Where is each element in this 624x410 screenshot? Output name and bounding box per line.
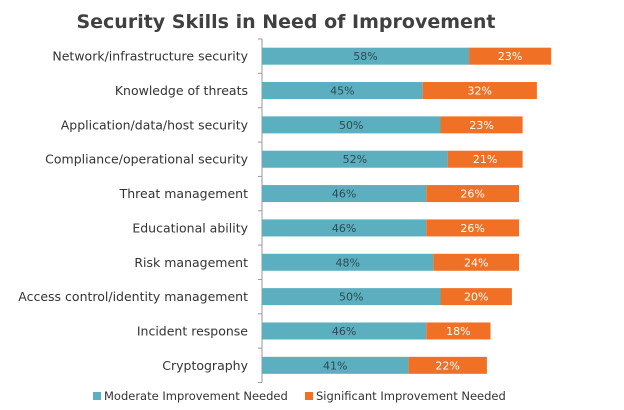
- bar-significant: [408, 356, 487, 374]
- legend-swatch: [93, 392, 101, 400]
- bar-moderate: [262, 150, 448, 168]
- category-label: Compliance/operational security: [45, 152, 248, 167]
- data-label: 46%: [332, 222, 356, 235]
- data-label: 23%: [469, 119, 493, 132]
- bar-moderate: [262, 47, 470, 65]
- category-label: Knowledge of threats: [115, 83, 248, 98]
- data-label: 48%: [335, 256, 359, 269]
- data-label: 26%: [460, 188, 484, 201]
- bar-significant: [447, 150, 523, 168]
- data-label: 32%: [468, 85, 492, 98]
- category-label: Educational ability: [132, 220, 248, 235]
- category-label: Incident response: [137, 323, 248, 338]
- bar-moderate: [262, 288, 441, 306]
- bar-moderate: [262, 253, 434, 271]
- bar-moderate: [262, 219, 427, 237]
- bar-significant: [422, 82, 537, 100]
- bar-significant: [440, 288, 512, 306]
- plot-area: Network/infrastructure security 58% 23% Kno…: [18, 38, 552, 383]
- data-label: 41%: [323, 359, 347, 372]
- bar-moderate: [262, 82, 423, 100]
- legend-label: Moderate Improvement Needed: [104, 389, 288, 403]
- bar-significant: [440, 116, 523, 134]
- bar-significant: [426, 322, 491, 340]
- data-label: 26%: [460, 222, 484, 235]
- chart-title: Security Skills in Need of Improvement: [76, 11, 495, 33]
- category-label: Application/data/host security: [61, 117, 249, 132]
- category-label: Risk management: [134, 255, 248, 270]
- bar-moderate: [262, 322, 427, 340]
- data-label: 22%: [435, 359, 459, 372]
- legend-swatch: [305, 392, 313, 400]
- legend: Moderate Improvement Needed Significant I…: [93, 389, 506, 403]
- data-label: 58%: [353, 50, 377, 63]
- bar-moderate: [262, 356, 409, 374]
- data-label: 52%: [343, 153, 367, 166]
- data-label: 46%: [332, 188, 356, 201]
- bar-significant: [469, 47, 552, 65]
- bar-significant: [426, 219, 520, 237]
- category-label: Threat management: [119, 186, 248, 201]
- bar-significant: [433, 253, 520, 271]
- data-label: 50%: [339, 119, 363, 132]
- category-label: Network/infrastructure security: [52, 49, 248, 64]
- data-label: 21%: [473, 153, 497, 166]
- data-label: 23%: [498, 50, 522, 63]
- bar-moderate: [262, 116, 441, 134]
- data-label: 46%: [332, 325, 356, 338]
- data-label: 45%: [330, 85, 354, 98]
- category-label: Access control/identity management: [18, 289, 248, 304]
- data-label: 18%: [446, 325, 470, 338]
- bar-significant: [426, 185, 520, 203]
- data-label: 24%: [464, 256, 488, 269]
- data-label: 50%: [339, 291, 363, 304]
- legend-label: Significant Improvement Needed: [316, 389, 506, 403]
- data-label: 20%: [464, 291, 488, 304]
- bar-moderate: [262, 185, 427, 203]
- category-label: Cryptography: [162, 358, 248, 373]
